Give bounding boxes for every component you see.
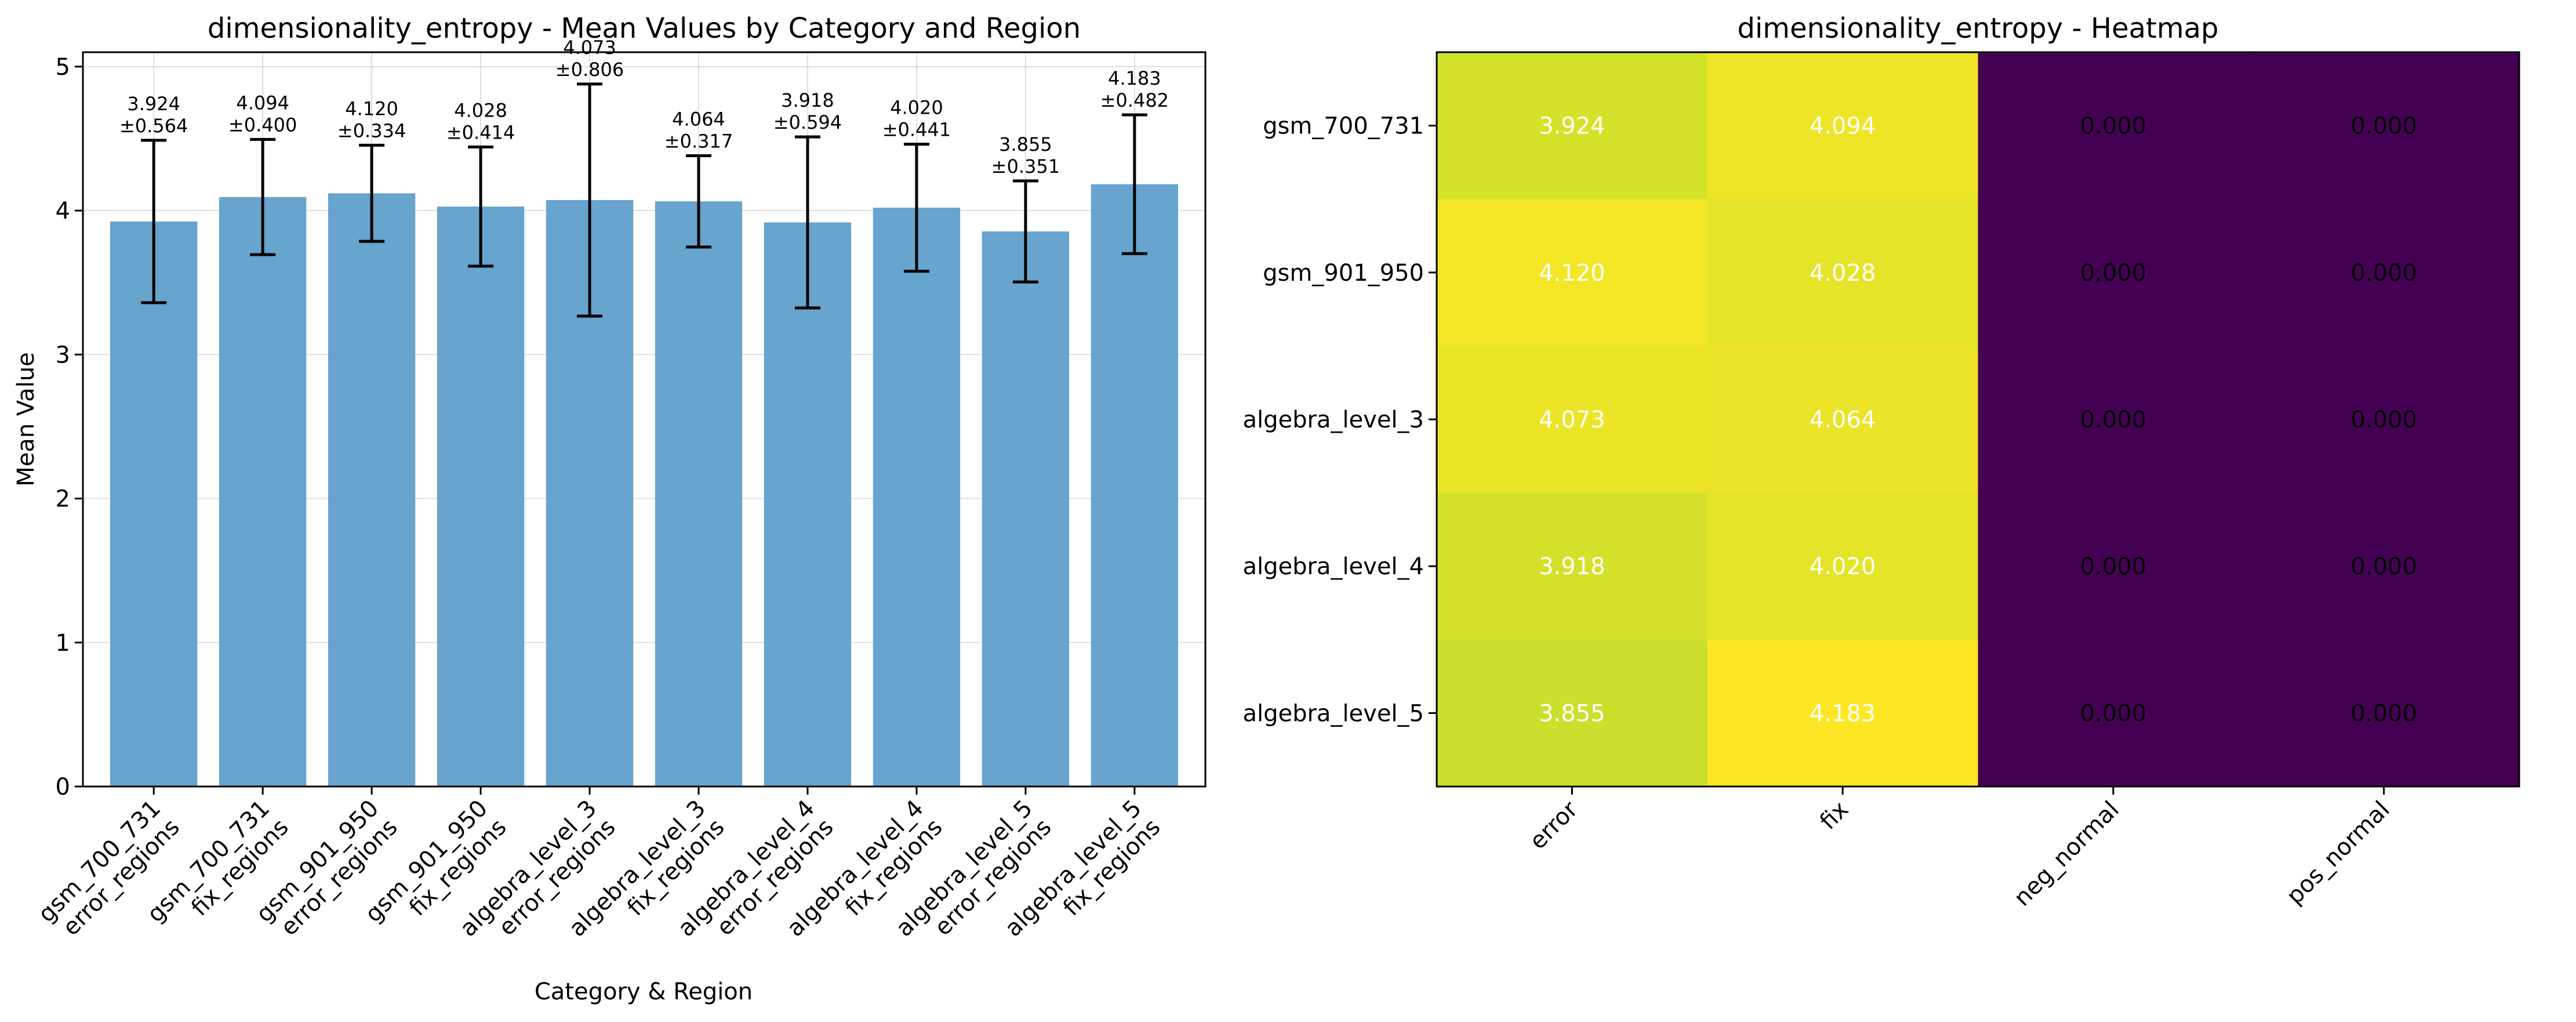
bar [328, 193, 416, 787]
bar-value-label: 4.020 [890, 97, 943, 119]
bar-chart-y-tick-label: 2 [56, 486, 70, 513]
heatmap-title: dimensionality_entropy - Heatmap [1738, 12, 2219, 45]
bar-value-label: 4.064 [672, 108, 725, 130]
bar-error-label: ±0.594 [773, 111, 842, 133]
heatmap-cell-label: 0.000 [2080, 113, 2147, 140]
heatmap-cell-label: 0.000 [2350, 260, 2417, 287]
bar-value-label: 4.028 [454, 99, 507, 121]
bar [982, 231, 1070, 787]
bar-error-label: ±0.564 [119, 115, 188, 137]
heatmap-cell [1707, 346, 1978, 494]
heatmap-row-label: gsm_700_731 [1263, 113, 1424, 140]
heatmap-cell [1978, 492, 2249, 640]
heatmap-cell-label: 4.020 [1810, 553, 1876, 580]
heatmap-cell [2248, 639, 2520, 787]
heatmap-cell [1707, 492, 1978, 640]
bar-value-label: 4.073 [563, 37, 616, 59]
heatmap-cell-label: 4.183 [1810, 700, 1876, 727]
heatmap-cell [2248, 346, 2520, 494]
heatmap-cell [1437, 199, 1708, 346]
heatmap-cell [2248, 492, 2520, 640]
heatmap-row-label: algebra_level_3 [1242, 407, 1424, 433]
heatmap-cell-label: 0.000 [2350, 553, 2417, 580]
heatmap-cell-label: 3.918 [1539, 553, 1605, 580]
heatmap-cell-label: 0.000 [2080, 700, 2147, 727]
bar-error-label: ±0.334 [337, 119, 406, 142]
heatmap-cell-label: 4.028 [1810, 260, 1876, 287]
heatmap-row-label: gsm_901_950 [1263, 260, 1424, 287]
bar [873, 208, 961, 787]
bar-chart-frame [82, 51, 1207, 788]
bar [219, 197, 307, 787]
heatmap-cell-label: 4.120 [1539, 260, 1605, 287]
heatmap-row-label: algebra_level_4 [1242, 553, 1424, 580]
bar [110, 221, 198, 787]
heatmap-cell-label: 0.000 [2080, 407, 2147, 433]
heatmap-cell [1978, 52, 2249, 200]
heatmap-cell [1437, 492, 1708, 640]
bar-chart-bars [110, 184, 1179, 787]
heatmap-cell [1437, 52, 1708, 200]
heatmap-cell-label: 0.000 [2350, 407, 2417, 433]
heatmap-cell-label: 3.855 [1539, 700, 1605, 727]
bar-value-label: 4.183 [1108, 67, 1161, 89]
bar-error-label: ±0.351 [991, 155, 1060, 177]
heatmap-cell-label: 4.094 [1810, 113, 1876, 140]
bar-chart-y-tick-label: 1 [56, 630, 70, 657]
bar-chart-y-axis-label: Mean Value [13, 352, 39, 487]
bar-error-label: ±0.482 [1100, 89, 1169, 111]
bar-chart-y-tick-label: 3 [56, 342, 70, 368]
heatmap-cell [1437, 346, 1708, 494]
heatmap-cell [1707, 52, 1978, 200]
heatmap-cell [2248, 52, 2520, 200]
bar-value-label: 3.855 [999, 133, 1052, 155]
heatmap-cells [1437, 52, 2520, 787]
heatmap-cell-label: 4.073 [1539, 407, 1605, 433]
heatmap-row-label: algebra_level_5 [1242, 700, 1424, 727]
bar-error-label: ±0.317 [664, 130, 733, 152]
bar-chart-error-bars [141, 82, 1147, 318]
bar [437, 206, 525, 787]
heatmap-cell [1978, 346, 2249, 494]
heatmap-cell [1978, 639, 2249, 787]
heatmap-cell-label: 0.000 [2080, 260, 2147, 287]
bar-error-label: ±0.400 [228, 114, 297, 136]
bar-value-label: 4.120 [345, 97, 398, 119]
bar-error-label: ±0.806 [555, 59, 624, 81]
heatmap-cell [1707, 199, 1978, 346]
heatmap-cell-labels: 3.924 4.094 0.000 0.000 4.120 4.028 0.000 0.000… [1539, 113, 2417, 727]
heatmap-cell [1978, 199, 2249, 346]
bar-chart-x-axis-label: Category & Region [535, 978, 753, 1005]
bar-value-label: 3.918 [781, 89, 834, 111]
heatmap-cell [1707, 639, 1978, 787]
bar [655, 201, 743, 787]
heatmap-cell [2248, 199, 2520, 346]
heatmap-row-axis: gsm_700_731 gsm_901_950 algebra_level_3alg… [1242, 113, 1437, 727]
heatmap-cell [1437, 639, 1708, 787]
heatmap-cell-label: 3.924 [1539, 113, 1605, 140]
heatmap-cell-label: 0.000 [2080, 553, 2147, 580]
heatmap: 3.924 4.094 0.000 0.000 4.120 4.028 0.000 0.000… [1242, 12, 2520, 912]
bar [1091, 184, 1179, 787]
heatmap-cell-label: 4.064 [1810, 407, 1876, 433]
bar-error-label: ±0.414 [446, 121, 515, 143]
bar-chart-y-tick-label: 4 [56, 198, 70, 224]
bar-chart-y-tick-label: 5 [56, 54, 70, 81]
bar-chart-y-tick-label: 0 [56, 774, 70, 800]
heatmap-cell-label: 0.000 [2350, 113, 2417, 140]
bar-error-label: ±0.441 [882, 119, 951, 141]
bar-value-label: 3.924 [127, 93, 180, 115]
bar-chart-value-labels: 3.924±0.5644.094±0.4004.120±0.3344.028±0… [119, 37, 1169, 177]
heatmap-cell-label: 0.000 [2350, 700, 2417, 727]
bar-value-label: 4.094 [236, 92, 289, 114]
bar-chart-title: dimensionality_entropy - Mean Values by … [208, 12, 1081, 45]
bar [764, 222, 852, 787]
bar-chart-y-axis: 0 1 2 3 4 5 [56, 54, 83, 800]
